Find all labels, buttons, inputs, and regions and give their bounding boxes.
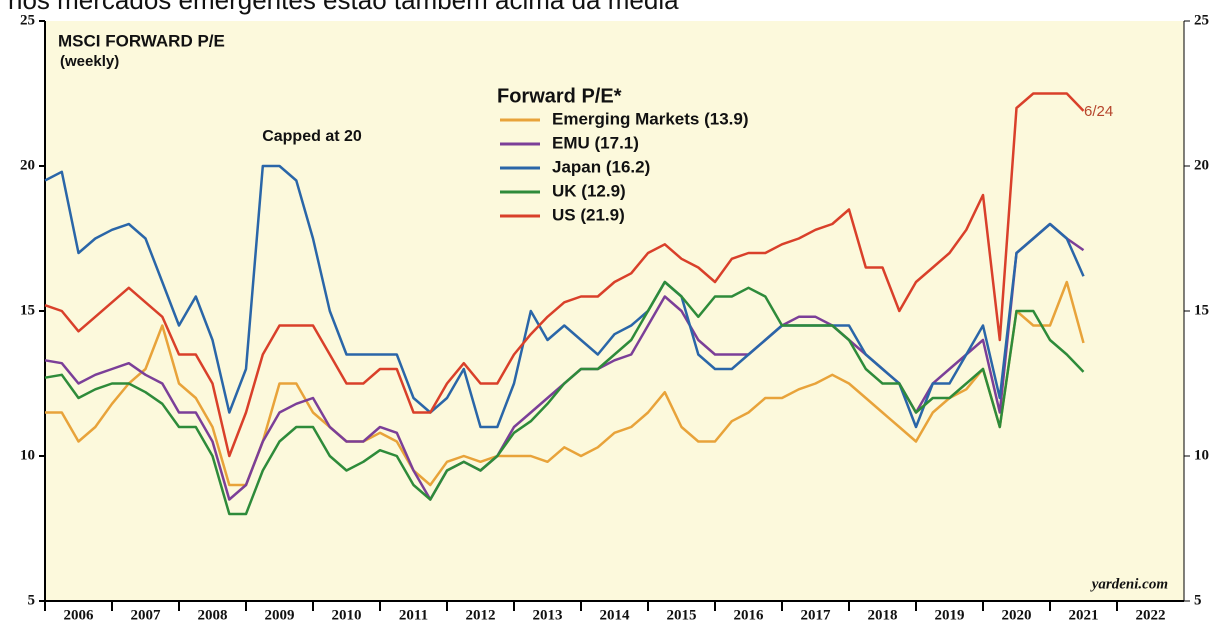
legend-label: EMU (17.1) bbox=[552, 133, 639, 152]
x-tick-label: 2014 bbox=[600, 607, 631, 623]
series-line bbox=[44, 92, 1085, 458]
y-tick-label: 20 bbox=[20, 157, 35, 173]
annotation: Capped at 20 bbox=[262, 128, 362, 145]
y-tick-label: 25 bbox=[1194, 12, 1209, 28]
series-line bbox=[44, 280, 1085, 516]
x-tick-label: 2013 bbox=[533, 607, 563, 623]
x-tick-label: 2012 bbox=[466, 607, 496, 623]
caption: nos mercados emergentes estão também aci… bbox=[8, 0, 679, 15]
legend-label: Japan (16.2) bbox=[552, 157, 650, 176]
y-tick-label: 5 bbox=[1194, 592, 1202, 608]
x-tick-label: 2006 bbox=[64, 607, 95, 623]
x-tick-label: 2010 bbox=[332, 607, 362, 623]
plot-background bbox=[45, 21, 1184, 601]
y-tick-label: 5 bbox=[28, 592, 36, 608]
x-tick-label: 2015 bbox=[667, 607, 697, 623]
legend-label: UK (12.9) bbox=[552, 181, 626, 200]
x-tick-label: 2007 bbox=[131, 607, 162, 623]
x-tick-label: 2021 bbox=[1069, 607, 1099, 623]
series-line bbox=[45, 280, 1085, 487]
x-tick-label: 2009 bbox=[265, 607, 295, 623]
y-tick-label: 20 bbox=[1194, 157, 1209, 173]
x-tick-label: 2016 bbox=[734, 607, 765, 623]
source: yardeni.com bbox=[1090, 576, 1168, 592]
y-tick-label: 10 bbox=[1194, 447, 1209, 463]
x-tick-label: 2018 bbox=[868, 607, 898, 623]
x-tick-label: 2019 bbox=[935, 607, 965, 623]
chart-subtitle: (weekly) bbox=[60, 53, 119, 70]
legend-title: Forward P/E* bbox=[497, 85, 622, 107]
y-tick-label: 15 bbox=[1194, 302, 1209, 318]
y-tick-label: 10 bbox=[20, 447, 35, 463]
y-tick-label: 25 bbox=[20, 12, 35, 28]
x-tick-label: 2022 bbox=[1136, 607, 1166, 623]
y-tick-label: 15 bbox=[20, 302, 35, 318]
legend-label: US (21.9) bbox=[552, 205, 625, 224]
annotation: 6/24 bbox=[1084, 103, 1113, 120]
series-line bbox=[44, 164, 1085, 429]
x-tick-label: 2017 bbox=[801, 607, 832, 623]
chart-title: MSCI FORWARD P/E bbox=[58, 31, 225, 50]
x-tick-label: 2008 bbox=[198, 607, 228, 623]
x-tick-label: 2020 bbox=[1002, 607, 1032, 623]
legend-label: Emerging Markets (13.9) bbox=[552, 109, 749, 128]
x-tick-label: 2011 bbox=[399, 607, 428, 623]
